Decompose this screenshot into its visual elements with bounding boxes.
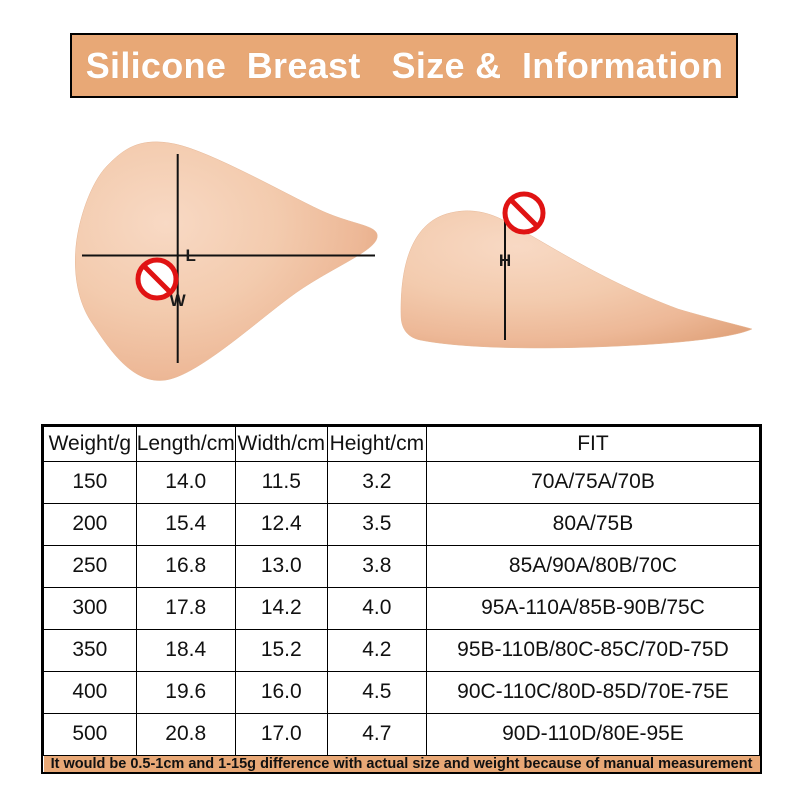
svg-text:H: H (499, 251, 511, 270)
svg-text:L: L (186, 246, 196, 265)
